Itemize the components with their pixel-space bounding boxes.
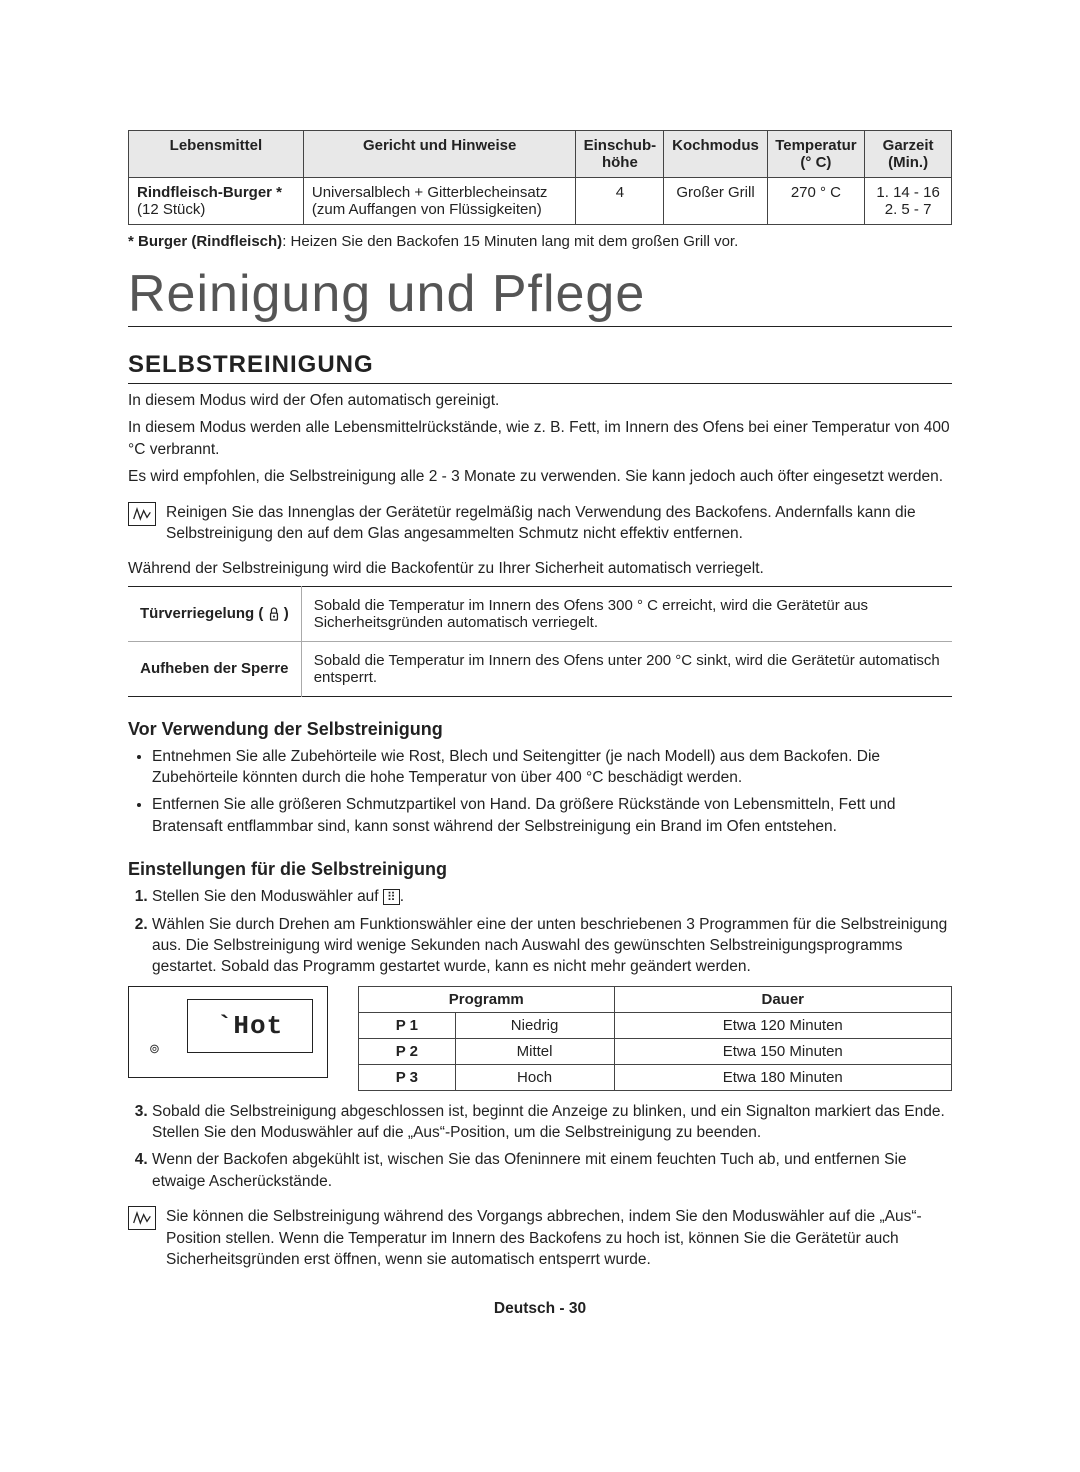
list-item: Entfernen Sie alle größeren Schmutzparti…: [152, 794, 952, 837]
mode-selector-icon: ⠿: [383, 889, 400, 905]
sub2-title: Einstellungen für die Selbstreinigung: [128, 859, 952, 880]
time-line2: 2. 5 - 7: [885, 201, 932, 218]
list-item: Entnehmen Sie alle Zubehörteile wie Rost…: [152, 746, 952, 789]
display-dot: ⊚: [149, 1041, 160, 1057]
food-line2: (12 Stück): [137, 201, 205, 218]
cell-level: 4: [576, 178, 664, 225]
program-table: Programm Dauer P 1NiedrigEtwa 120 Minute…: [358, 986, 952, 1091]
prog-duration: Etwa 180 Minuten: [614, 1064, 952, 1090]
th-duration: Dauer: [614, 986, 952, 1012]
cell-mode: Großer Grill: [664, 178, 767, 225]
step1-pre: Stellen Sie den Moduswähler auf: [152, 888, 383, 905]
lock-table: Türverriegelung ( ) Sobald die Temperatu…: [128, 586, 952, 697]
intro-p2: In diesem Modus werden alle Lebensmittel…: [128, 417, 952, 460]
time-line1: 1. 14 - 16: [876, 184, 939, 201]
page-number: Deutsch - 30: [128, 1300, 952, 1318]
cell-time: 1. 14 - 16 2. 5 - 7: [865, 178, 952, 225]
cell-temp: 270 ° C: [767, 178, 865, 225]
th-mode: Kochmodus: [664, 131, 767, 178]
lock-row1-label-suf: ): [284, 605, 289, 622]
intro-p3: Es wird empfohlen, die Selbstreinigung a…: [128, 466, 952, 487]
sub1-title: Vor Verwendung der Selbstreinigung: [128, 719, 952, 740]
th-program: Programm: [359, 986, 615, 1012]
footnote-bold: * Burger (Rindfleisch): [128, 233, 282, 250]
list-item: Wenn der Backofen abgekühlt ist, wischen…: [152, 1149, 952, 1192]
section-title: SELBSTREINIGUNG: [128, 351, 952, 384]
steps-list: Stellen Sie den Moduswähler auf ⠿. Wähle…: [128, 886, 952, 978]
cooking-table: Lebensmittel Gericht und Hinweise Einsch…: [128, 130, 952, 225]
prog-code: P 2: [359, 1038, 456, 1064]
lock-row2-text: Sobald die Temperatur im Innern des Ofen…: [301, 641, 952, 696]
footnote-rest: : Heizen Sie den Backofen 15 Minuten lan…: [282, 233, 738, 250]
food-line1: Rindfleisch-Burger *: [137, 184, 282, 201]
main-title: Reinigung und Pflege: [128, 264, 952, 327]
oven-display: `Hot ⊚: [128, 986, 328, 1078]
sub1-bullets: Entnehmen Sie alle Zubehörteile wie Rost…: [128, 746, 952, 838]
cell-food: Rindfleisch-Burger * (12 Stück): [129, 178, 304, 225]
list-item: Sobald die Selbstreinigung abgeschlossen…: [152, 1101, 952, 1144]
list-item: Wählen Sie durch Drehen am Funktionswähl…: [152, 914, 952, 978]
lock-row1-label: Türverriegelung ( ): [128, 586, 301, 641]
prog-code: P 1: [359, 1012, 456, 1038]
intro-p1: In diesem Modus wird der Ofen automatisc…: [128, 390, 952, 411]
th-temp: Temperatur (° C): [767, 131, 865, 178]
th-time: Garzeit (Min.): [865, 131, 952, 178]
steps-list-cont: Sobald die Selbstreinigung abgeschlossen…: [128, 1101, 952, 1193]
display-inner: `Hot: [187, 999, 313, 1053]
lock-intro: Während der Selbstreinigung wird die Bac…: [128, 558, 952, 579]
table-footnote: * Burger (Rindfleisch): Heizen Sie den B…: [128, 233, 952, 250]
list-item: Stellen Sie den Moduswähler auf ⠿.: [152, 886, 952, 907]
cell-hint: Universalblech + Gitterblecheinsatz (zum…: [303, 178, 576, 225]
note-icon: [128, 502, 156, 526]
lock-row1-text: Sobald die Temperatur im Innern des Ofen…: [301, 586, 952, 641]
prog-level: Hoch: [455, 1064, 614, 1090]
hint-line1: Universalblech + Gitterblecheinsatz: [312, 184, 548, 201]
prog-level: Mittel: [455, 1038, 614, 1064]
note-icon: [128, 1206, 156, 1230]
note1-text: Reinigen Sie das Innenglas der Gerätetür…: [166, 502, 952, 545]
display-label: `Hot: [217, 1011, 283, 1041]
lock-row1-label-pre: Türverriegelung (: [140, 605, 263, 622]
prog-duration: Etwa 120 Minuten: [614, 1012, 952, 1038]
step1-post: .: [400, 888, 404, 905]
hint-line2: (zum Auffangen von Flüssigkeiten): [312, 201, 542, 218]
lock-icon: [268, 605, 284, 622]
prog-level: Niedrig: [455, 1012, 614, 1038]
prog-duration: Etwa 150 Minuten: [614, 1038, 952, 1064]
th-food: Lebensmittel: [129, 131, 304, 178]
note2-text: Sie können die Selbstreinigung während d…: [166, 1206, 952, 1270]
lock-row2-label: Aufheben der Sperre: [128, 641, 301, 696]
prog-code: P 3: [359, 1064, 456, 1090]
th-level: Einschub- höhe: [576, 131, 664, 178]
th-hint: Gericht und Hinweise: [303, 131, 576, 178]
